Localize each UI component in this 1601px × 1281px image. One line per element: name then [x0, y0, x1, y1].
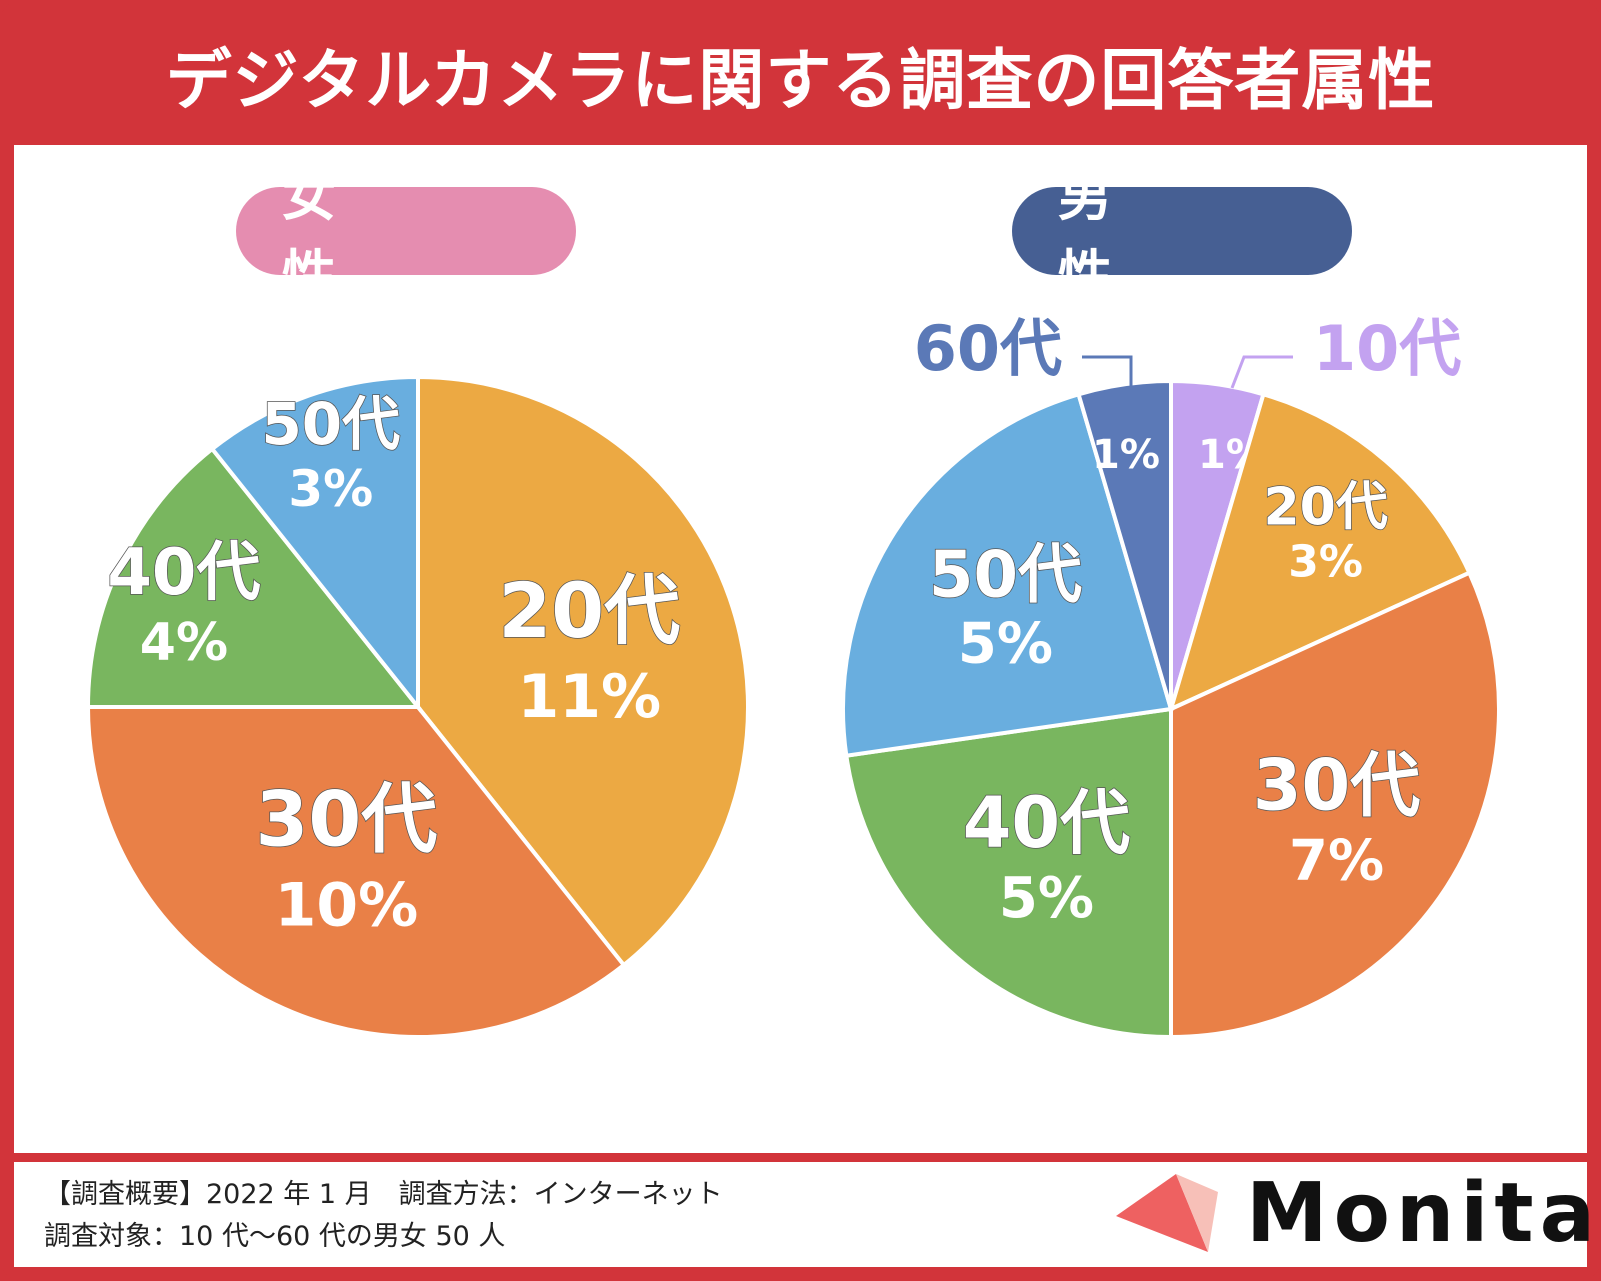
- male-value-2: 7%: [1289, 828, 1384, 893]
- logo-triangle-icon: [1116, 1174, 1218, 1252]
- female-slice-0: [416, 374, 750, 968]
- female-label-0: 20代: [498, 566, 680, 655]
- male-leader-line-10: [1230, 355, 1293, 389]
- female-slice-1: [85, 705, 627, 1039]
- female-value-1: 10%: [275, 871, 419, 941]
- male-label-1: 20代: [1263, 478, 1387, 538]
- female-label-1: 30代: [256, 775, 438, 864]
- footer: 【調査概要】2022 年 1 月 調査方法：インターネット 調査対象：10 代〜…: [14, 1162, 1595, 1267]
- female-chart-title: 女 性: [236, 165, 576, 307]
- male-label-3: 40代: [963, 782, 1130, 864]
- female-value-0: 11%: [518, 662, 662, 732]
- male-label-4: 50代: [929, 539, 1082, 613]
- female-label-2: 40代: [107, 536, 260, 610]
- male-value-1: 3%: [1288, 537, 1363, 588]
- male-slice-2: [1169, 570, 1501, 1040]
- male-label-2: 30代: [1253, 744, 1420, 826]
- female-label-3: 50代: [261, 390, 400, 458]
- female-value-2: 4%: [140, 613, 228, 673]
- male-leader-line-60: [1082, 355, 1133, 388]
- male-slice-1: [1167, 391, 1473, 713]
- page-title: デジタルカメラに関する調査の回答者属性: [165, 42, 1436, 119]
- male-outside-label-10: 10代: [1313, 312, 1461, 385]
- logo: Monita: [1246, 1166, 1601, 1261]
- female-slice-3: [209, 374, 420, 713]
- female-slice-2: [85, 446, 423, 709]
- male-slice-3: [844, 706, 1173, 1040]
- survey-summary: 【調査概要】2022 年 1 月 調査方法：インターネット: [44, 1179, 723, 1210]
- survey-target: 調査対象：10 代〜60 代の男女 50 人: [44, 1221, 506, 1252]
- male-outside-label-60: 60代: [914, 312, 1062, 385]
- female-value-3: 3%: [288, 460, 373, 518]
- male-value-5: 1%: [1092, 432, 1160, 478]
- male-value-4: 5%: [958, 612, 1053, 677]
- male-slice-4: [841, 391, 1174, 758]
- male-slice-5: [1076, 378, 1173, 710]
- male-value-3: 5%: [999, 866, 1094, 931]
